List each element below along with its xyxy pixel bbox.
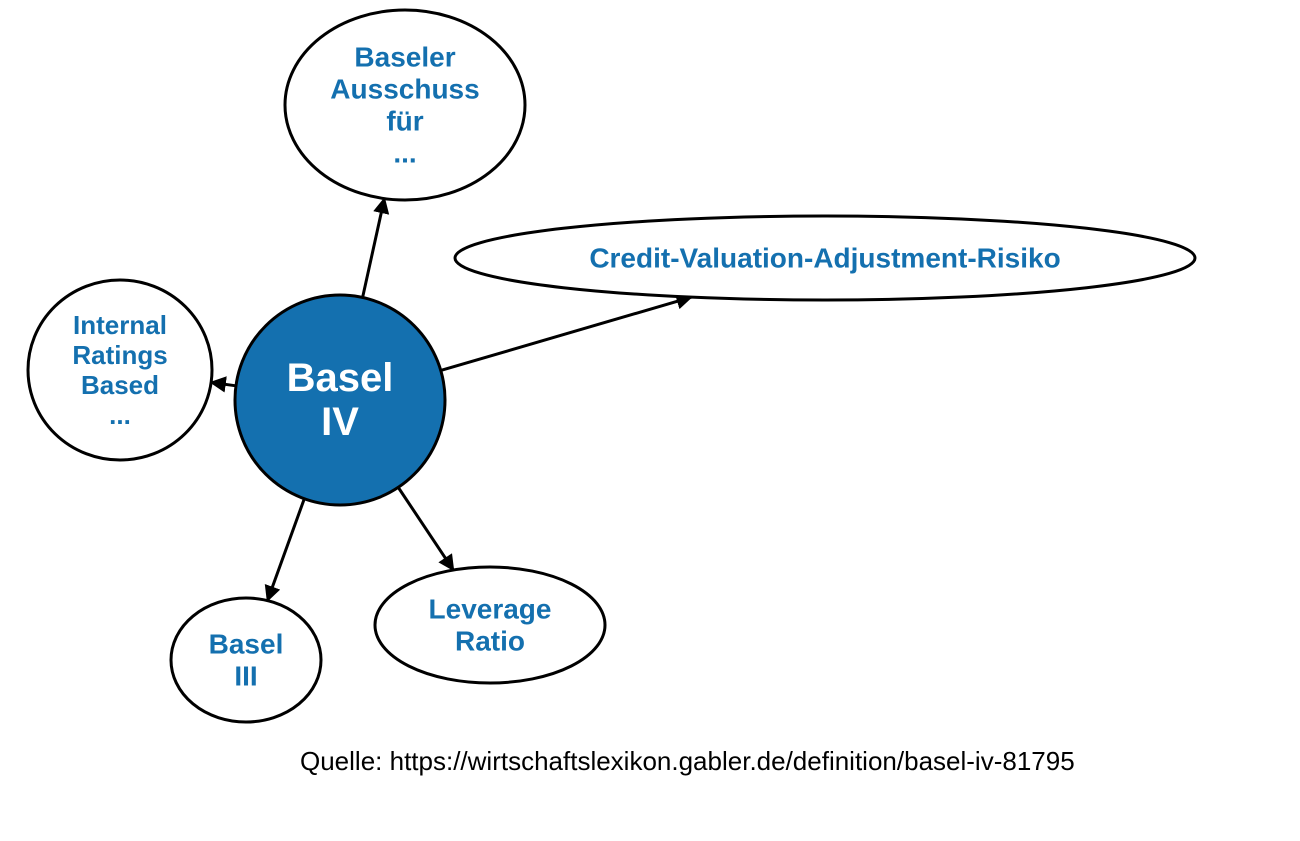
node-cva-risiko-label-line-0: Credit-Valuation-Adjustment-Risiko xyxy=(589,243,1060,274)
node-baseler-ausschuss-label-line-1: Ausschuss xyxy=(330,74,479,105)
node-basel-iii[interactable]: BaselIII xyxy=(171,598,321,722)
node-baseler-ausschuss[interactable]: BaselerAusschussfür... xyxy=(285,10,525,200)
node-basel-iv[interactable]: BaselIV xyxy=(235,295,445,505)
node-internal-ratings-label-line-0: Internal xyxy=(73,310,167,340)
node-basel-iii-label-line-0: Basel xyxy=(209,629,284,660)
node-basel-iv-label-line-1: IV xyxy=(321,400,359,444)
node-leverage-ratio-label-line-1: Ratio xyxy=(455,626,525,657)
node-baseler-ausschuss-label-line-0: Baseler xyxy=(354,42,455,73)
edge-basel-iv-leverage-ratio xyxy=(398,487,453,570)
edge-basel-iv-internal-ratings xyxy=(211,382,236,385)
node-internal-ratings[interactable]: InternalRatingsBased... xyxy=(28,280,212,460)
node-internal-ratings-label-line-1: Ratings xyxy=(72,340,167,370)
source-citation: Quelle: https://wirtschaftslexikon.gable… xyxy=(300,746,1075,776)
node-leverage-ratio[interactable]: LeverageRatio xyxy=(375,567,605,683)
node-leverage-ratio-label-line-0: Leverage xyxy=(429,594,552,625)
edge-basel-iv-basel-iii xyxy=(267,499,304,601)
node-basel-iii-label-line-1: III xyxy=(234,661,257,692)
node-basel-iv-label-line-0: Basel xyxy=(287,356,394,400)
node-internal-ratings-label-line-3: ... xyxy=(109,400,131,430)
network-diagram: BaselerAusschussfür... Credit-Valuation-A… xyxy=(0,0,1300,841)
node-internal-ratings-label-line-2: Based xyxy=(81,370,159,400)
node-baseler-ausschuss-label-line-2: für xyxy=(386,106,423,137)
edge-basel-iv-baseler-ausschuss xyxy=(363,199,385,298)
node-baseler-ausschuss-label-line-3: ... xyxy=(393,138,416,169)
node-cva-risiko[interactable]: Credit-Valuation-Adjustment-Risiko xyxy=(455,216,1195,300)
edge-basel-iv-cva-risiko xyxy=(441,297,691,370)
